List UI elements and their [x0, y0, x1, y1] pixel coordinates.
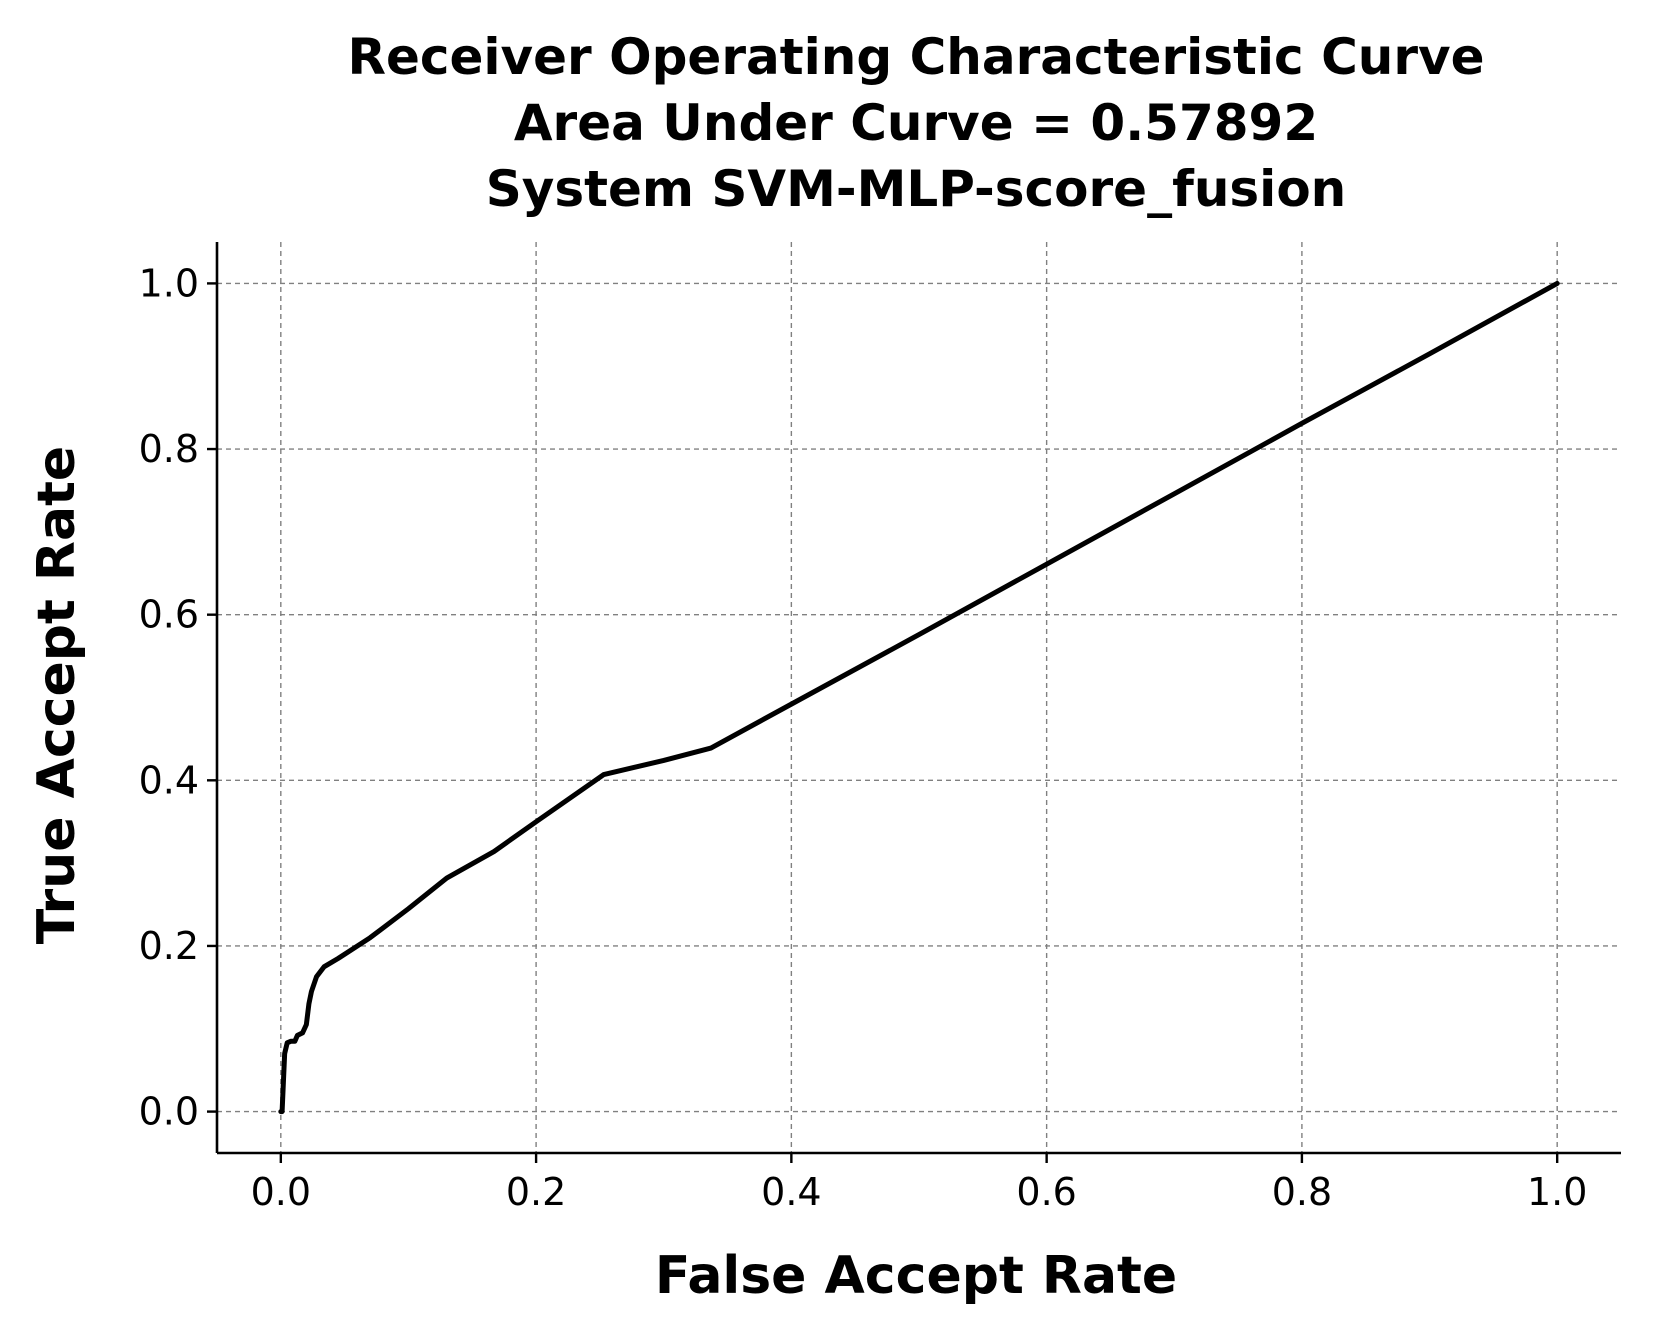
y-tick-label: 0.0 — [139, 1090, 199, 1134]
x-tick-label: 0.4 — [761, 1170, 821, 1214]
chart-title-line-3: System SVM-MLP-score_fusion — [486, 160, 1347, 218]
x-tick-label: 0.8 — [1272, 1170, 1332, 1214]
chart-title-line-1: Receiver Operating Characteristic Curve — [347, 28, 1484, 86]
y-tick-label: 1.0 — [139, 261, 199, 305]
axis-ticks: 0.0 0.2 0.4 0.6 0.8 1.0 0.0 0.2 0.4 0.6 0.8 1.0 — [139, 261, 1588, 1214]
y-tick-label: 0.6 — [139, 593, 199, 637]
x-tick-label: 0.0 — [251, 1170, 311, 1214]
chart-title: Receiver Operating Characteristic Curve … — [347, 28, 1484, 218]
grid-lines — [217, 242, 1621, 1153]
y-tick-label: 0.8 — [139, 427, 199, 471]
x-tick-label: 0.6 — [1016, 1170, 1076, 1214]
roc-curve-line — [278, 280, 1560, 1115]
y-tick-label: 0.2 — [139, 924, 199, 968]
x-axis-label: False Accept Rate — [655, 1246, 1177, 1306]
y-tick-label: 0.4 — [139, 758, 199, 802]
x-tick-label: 0.2 — [506, 1170, 566, 1214]
y-axis-label: True Accept Rate — [27, 446, 87, 944]
roc-series — [278, 280, 1560, 1115]
x-tick-label: 1.0 — [1527, 1170, 1587, 1214]
chart-title-line-2: Area Under Curve = 0.57892 — [514, 94, 1318, 152]
